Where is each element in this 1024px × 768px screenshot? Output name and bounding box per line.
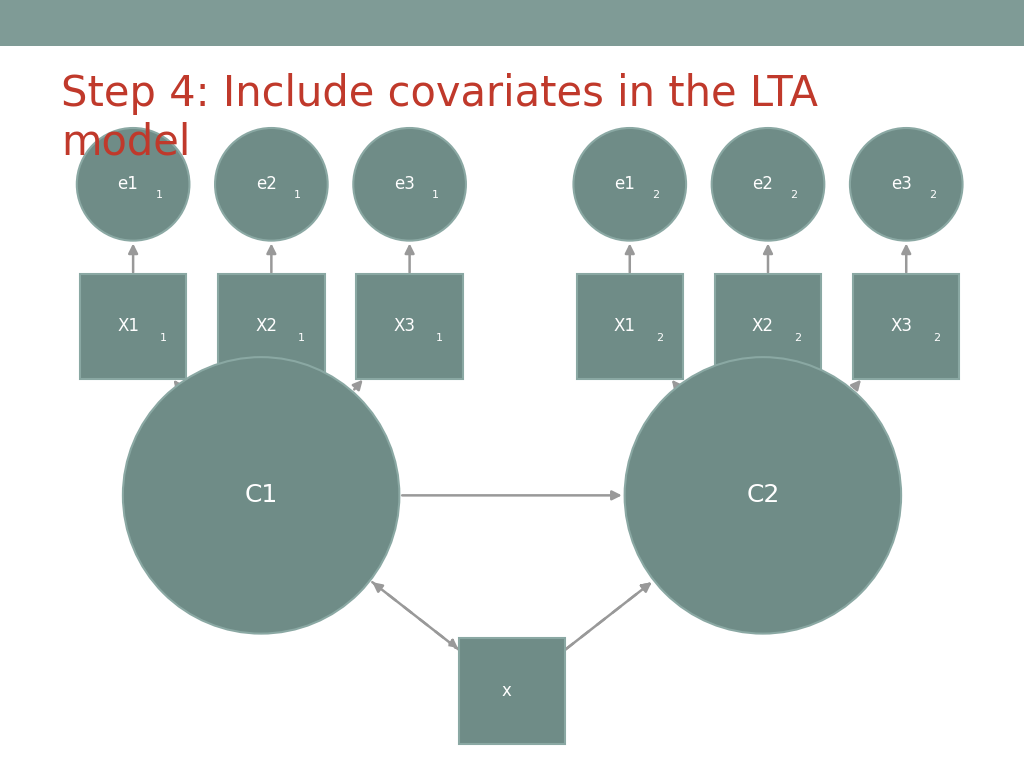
- FancyBboxPatch shape: [577, 273, 683, 379]
- FancyBboxPatch shape: [853, 273, 959, 379]
- Text: 1: 1: [160, 333, 167, 343]
- FancyBboxPatch shape: [80, 273, 186, 379]
- FancyBboxPatch shape: [356, 273, 463, 379]
- Ellipse shape: [712, 128, 824, 240]
- Text: 1: 1: [298, 333, 305, 343]
- Text: 1: 1: [294, 190, 301, 200]
- Bar: [0, 0, 1024, 46]
- Text: e2: e2: [753, 175, 773, 194]
- Ellipse shape: [77, 128, 189, 240]
- Text: e1: e1: [614, 175, 635, 194]
- Text: X3: X3: [890, 317, 912, 336]
- Text: 2: 2: [929, 190, 936, 200]
- Text: C2: C2: [746, 483, 779, 508]
- FancyBboxPatch shape: [715, 273, 821, 379]
- Ellipse shape: [215, 128, 328, 240]
- Text: 2: 2: [656, 333, 664, 343]
- Text: X2: X2: [752, 317, 774, 336]
- FancyBboxPatch shape: [218, 273, 325, 379]
- Ellipse shape: [573, 128, 686, 240]
- Text: e3: e3: [394, 175, 415, 194]
- Text: Step 4: Include covariates in the LTA
model: Step 4: Include covariates in the LTA mo…: [61, 73, 818, 164]
- Text: X1: X1: [117, 317, 139, 336]
- Text: 2: 2: [791, 190, 798, 200]
- Ellipse shape: [850, 128, 963, 240]
- Text: e1: e1: [118, 175, 138, 194]
- Text: 1: 1: [432, 190, 439, 200]
- FancyBboxPatch shape: [459, 638, 565, 744]
- Text: 1: 1: [156, 190, 163, 200]
- Text: e3: e3: [891, 175, 911, 194]
- Ellipse shape: [625, 357, 901, 634]
- Text: X1: X1: [613, 317, 636, 336]
- Text: 2: 2: [795, 333, 802, 343]
- Ellipse shape: [353, 128, 466, 240]
- Text: x: x: [502, 682, 512, 700]
- Text: e2: e2: [256, 175, 276, 194]
- Text: 2: 2: [652, 190, 659, 200]
- Text: X2: X2: [255, 317, 278, 336]
- Ellipse shape: [123, 357, 399, 634]
- Text: 1: 1: [436, 333, 443, 343]
- Text: X3: X3: [393, 317, 416, 336]
- Text: C1: C1: [245, 483, 278, 508]
- Text: 2: 2: [933, 333, 940, 343]
